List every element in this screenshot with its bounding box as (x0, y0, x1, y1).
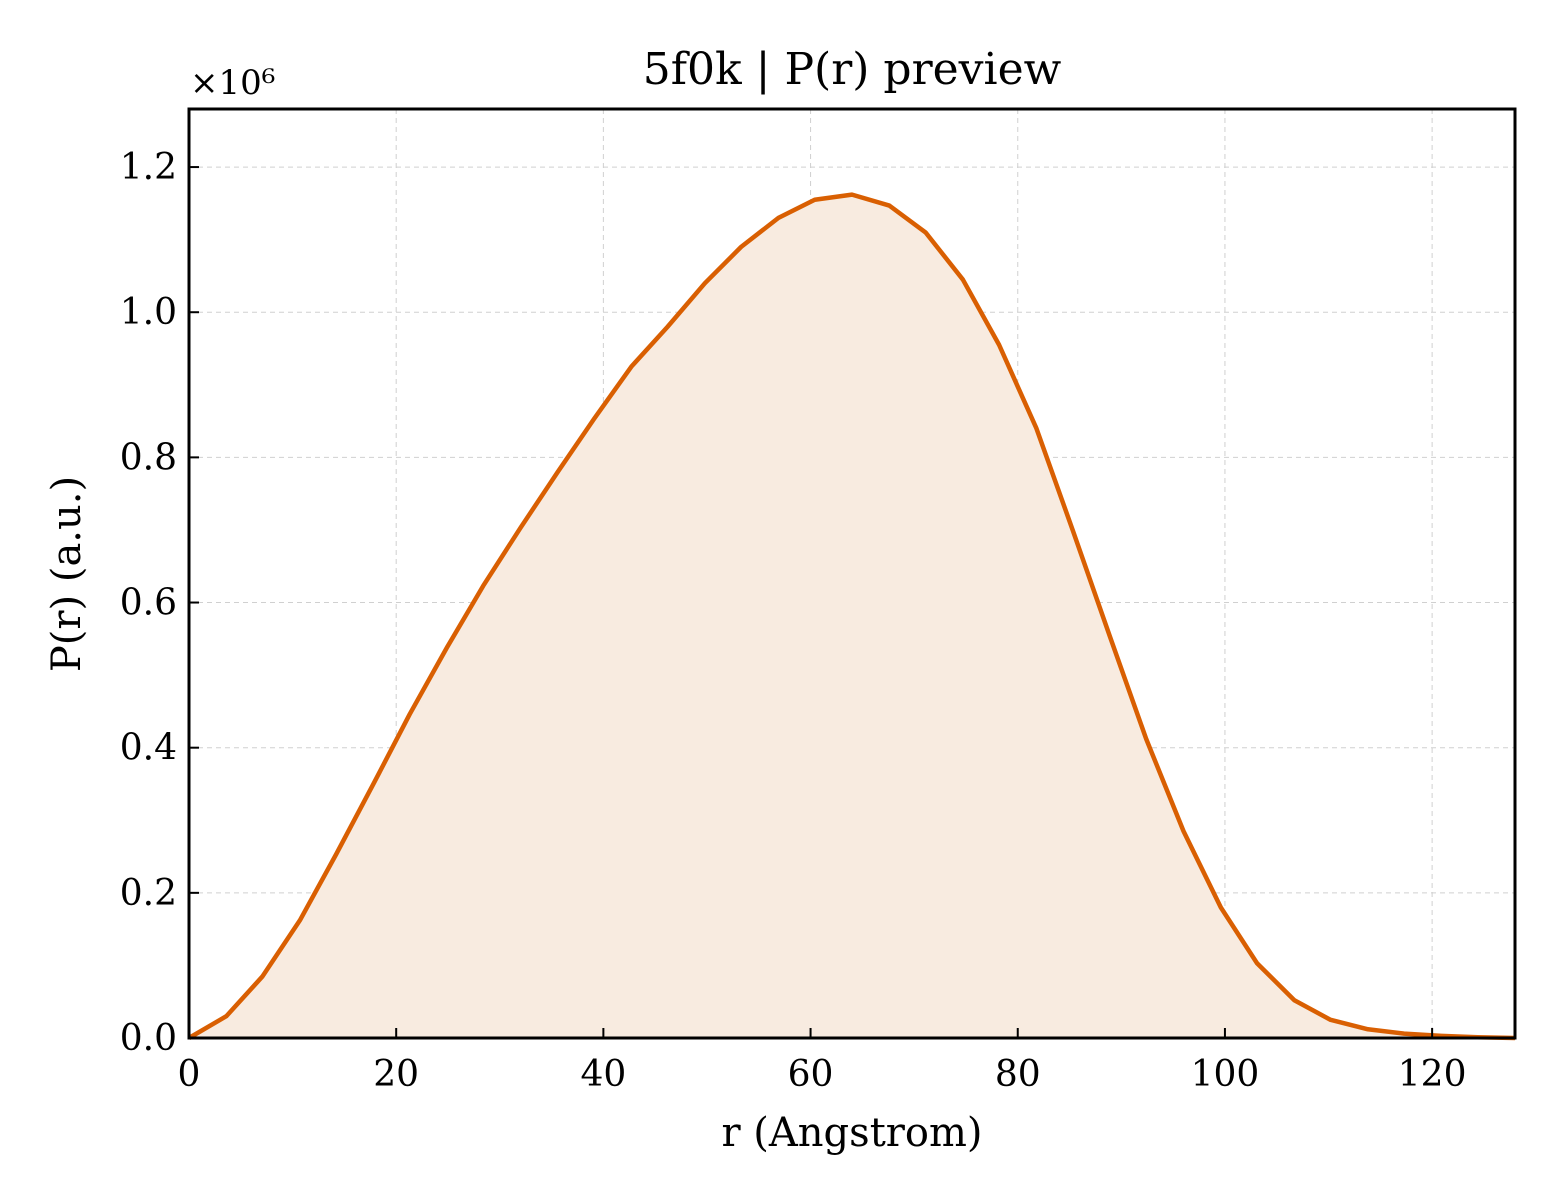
y-tick-label: 0.8 (120, 437, 177, 478)
x-tick-label: 40 (580, 1054, 626, 1095)
series-line (187, 192, 1516, 1041)
x-tick-labels: 0 20 40 60 80 100 120 (178, 1054, 1467, 1095)
area-fill (189, 194, 1515, 1038)
x-tick-label: 20 (373, 1054, 419, 1095)
x-tick-label: 0 (178, 1054, 201, 1095)
y-tick-labels: 0.0 0.2 0.4 0.6 0.8 1.0 1.2 (120, 147, 177, 1059)
plot-frame (187, 107, 1517, 1040)
y-tick-label: 0.0 (120, 1018, 177, 1059)
y-tick-label: 0.6 (120, 583, 177, 624)
y-tick-label: 0.2 (120, 873, 177, 914)
x-tick-label: 80 (995, 1054, 1041, 1095)
y-offset-label: ×10⁶ (190, 63, 275, 103)
y-axis-label: P(r) (a.u.) (44, 476, 90, 672)
x-tick-label: 100 (1191, 1054, 1260, 1095)
x-axis-label: r (Angstrom) (721, 1110, 982, 1156)
x-tick-label: 60 (788, 1054, 834, 1095)
axis-ticks (188, 166, 1434, 1039)
chart-title: 5f0k | P(r) preview (643, 44, 1062, 95)
y-tick-label: 0.4 (120, 728, 177, 769)
x-tick-label: 120 (1398, 1054, 1467, 1095)
y-tick-label: 1.0 (120, 292, 177, 333)
y-tick-label: 1.2 (120, 147, 177, 188)
